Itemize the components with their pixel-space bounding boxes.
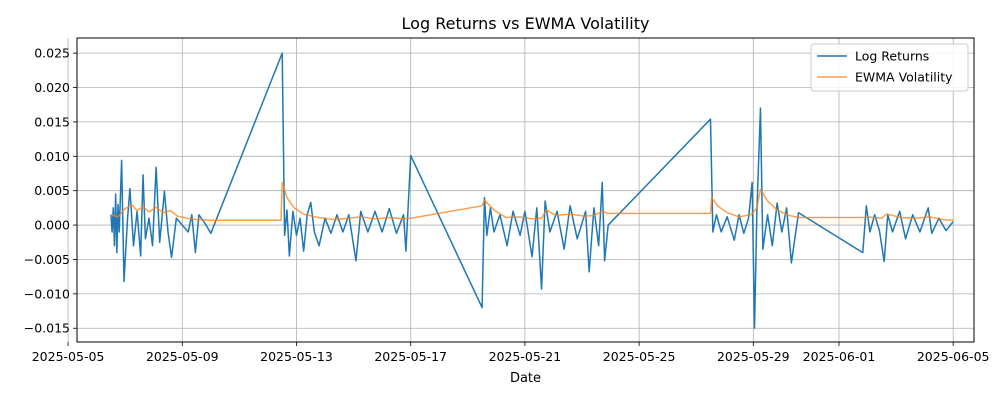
series-line-ewma-volatility — [110, 181, 954, 222]
x-tick-label: 2025-06-01 — [803, 349, 876, 364]
y-tick-label: −0.010 — [24, 286, 70, 301]
y-tick-label: −0.015 — [24, 321, 70, 336]
series-line-log-returns — [110, 52, 954, 329]
plot-frame — [76, 37, 975, 343]
series-layer — [110, 52, 954, 329]
x-tick-label: 2025-05-25 — [603, 349, 676, 364]
x-tick-label: 2025-05-13 — [260, 349, 333, 364]
y-axis: −0.015 −0.010 −0.005 0.000 0.005 0.010 0.015 0.… — [24, 46, 77, 336]
x-axis: 2025-05-05 2025-05-09 2025-05-13 2025-05-17… — [32, 342, 990, 364]
y-tick-label: 0.015 — [34, 114, 70, 129]
x-tick-label: 2025-05-09 — [146, 349, 219, 364]
x-tick-label: 2025-05-29 — [717, 349, 790, 364]
x-axis-title: Date — [510, 371, 541, 386]
plot-area — [110, 52, 954, 329]
x-tick-label: 2025-06-05 — [917, 349, 990, 364]
legend-label-ewma-volatility: EWMA Volatility — [855, 70, 953, 85]
x-tick-label: 2025-05-05 — [32, 349, 105, 364]
y-tick-label: 0.020 — [34, 80, 70, 95]
legend-label-log-returns: Log Returns — [855, 49, 929, 64]
legend-frame — [810, 43, 969, 92]
x-tick-label: 2025-05-21 — [489, 349, 562, 364]
y-tick-label: −0.005 — [24, 252, 70, 267]
chart-title: Log Returns vs EWMA Volatility — [402, 14, 650, 33]
legend: Log Returns EWMA Volatility — [810, 43, 969, 92]
x-tick-label: 2025-05-17 — [374, 349, 447, 364]
y-tick-label: 0.025 — [34, 46, 70, 61]
y-tick-label: 0.010 — [34, 149, 70, 164]
y-tick-label: 0.000 — [34, 218, 70, 233]
y-tick-label: 0.005 — [34, 183, 70, 198]
